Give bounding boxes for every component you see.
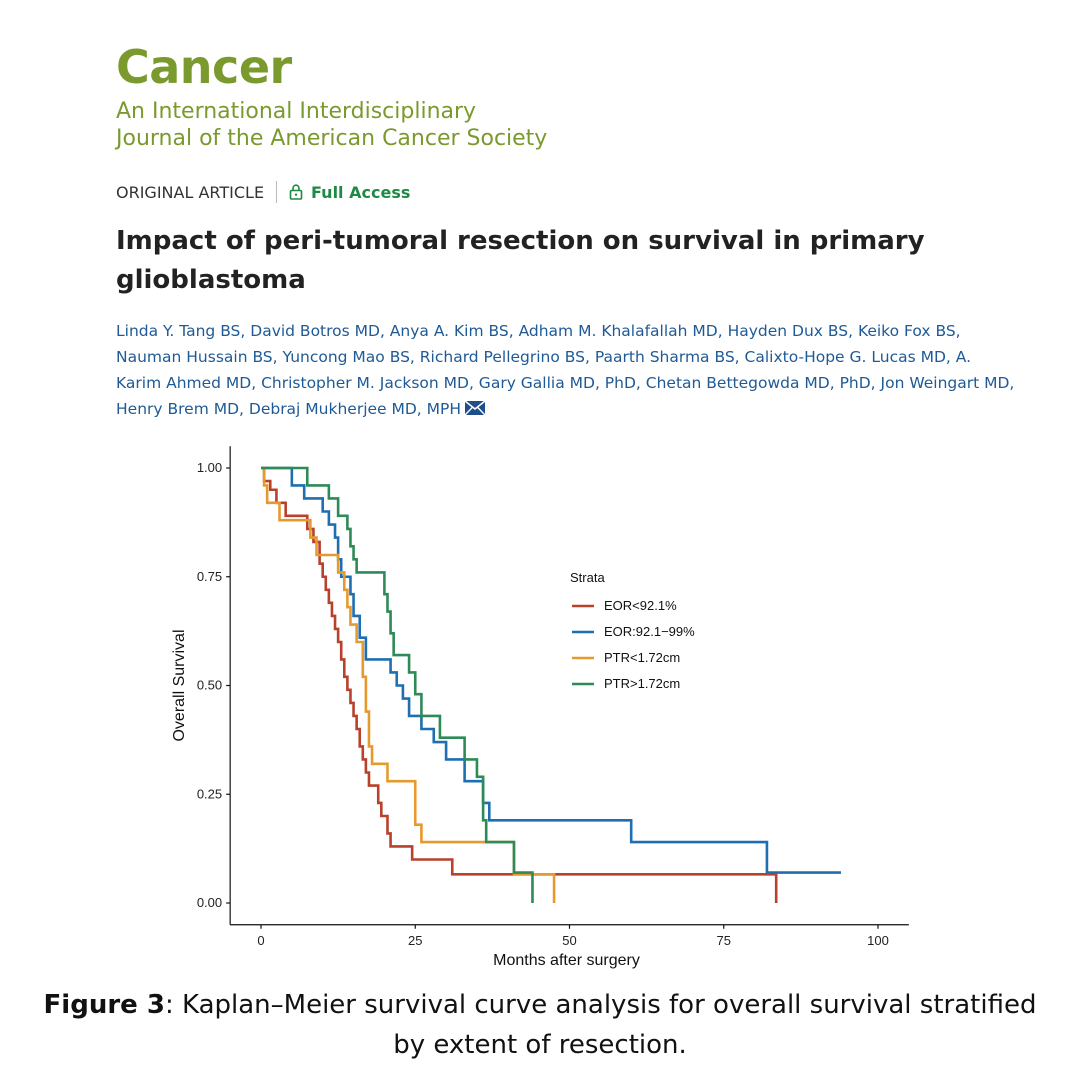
- journal-title: Cancer: [116, 40, 292, 94]
- legend-label: EOR:92.1−99%: [604, 624, 695, 639]
- x-tick-label: 0: [257, 933, 264, 948]
- journal-subtitle-line1: An International Interdisciplinary: [116, 99, 477, 124]
- caption-text: : Kaplan–Meier survival curve analysis f…: [164, 990, 1037, 1060]
- article-type: ORIGINAL ARTICLE: [116, 182, 265, 202]
- y-tick-label: 0.75: [197, 569, 222, 584]
- y-tick-label: 0.00: [197, 895, 222, 910]
- y-tick-label: 0.50: [197, 678, 222, 693]
- journal-subtitle-line2: Journal of the American Cancer Society: [116, 126, 548, 151]
- x-axis-label: Months after surgery: [493, 952, 640, 969]
- legend-title: Strata: [570, 570, 605, 585]
- access-badge[interactable]: Full Access: [289, 183, 410, 202]
- survival-curve: [261, 466, 778, 903]
- chart-legend: Strata EOR<92.1% EOR:92.1−99% PTR<1.72cm PTR…: [570, 570, 695, 691]
- y-tick-label: 0.25: [197, 786, 222, 801]
- access-label: Full Access: [311, 182, 411, 202]
- survival-chart: 0.00 0.25 0.50 0.75 1.00 0 25 50 75 100 Months aft…: [171, 446, 909, 969]
- legend-label: PTR>1.72cm: [604, 676, 680, 691]
- caption-label: Figure 3: [43, 990, 165, 1020]
- x-tick-label: 25: [408, 933, 422, 948]
- y-axis-label: Overall Survival: [171, 629, 188, 741]
- survival-curve: [261, 466, 534, 903]
- survival-curve: [261, 466, 556, 903]
- x-tick-label: 75: [717, 933, 731, 948]
- figure-caption: Figure 3: Kaplan–Meier survival curve an…: [40, 985, 1040, 1065]
- legend-label: EOR<92.1%: [604, 598, 677, 613]
- meta-divider: [276, 181, 278, 203]
- article-meta: ORIGINAL ARTICLE Full Access: [116, 181, 410, 203]
- chart-curves: [261, 466, 841, 903]
- authors-text[interactable]: Linda Y. Tang BS, David Botros MD, Anya …: [116, 322, 1015, 418]
- author-list: Linda Y. Tang BS, David Botros MD, Anya …: [116, 318, 1016, 423]
- article-title: Impact of peri-tumoral resection on surv…: [116, 226, 925, 295]
- legend-label: PTR<1.72cm: [604, 650, 680, 665]
- x-tick-label: 100: [867, 933, 889, 948]
- mail-icon[interactable]: [464, 397, 486, 423]
- lock-open-icon: [289, 184, 303, 200]
- chart-axes: 0.00 0.25 0.50 0.75 1.00 0 25 50 75 100 Months aft…: [171, 446, 909, 969]
- x-tick-label: 50: [562, 933, 576, 948]
- y-tick-label: 1.00: [197, 460, 222, 475]
